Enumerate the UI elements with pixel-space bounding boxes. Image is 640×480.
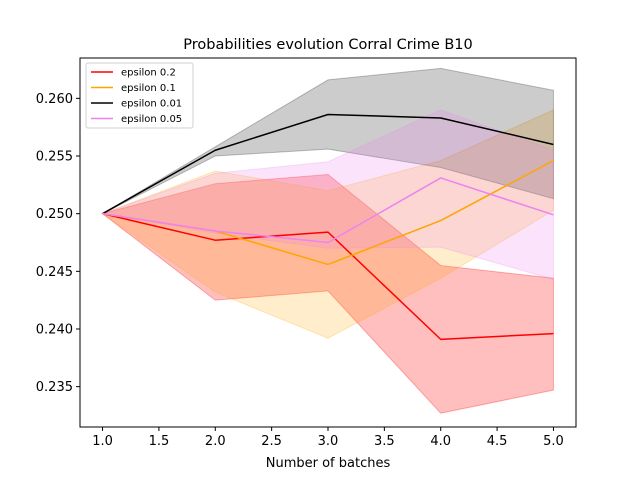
line-series-4 [102,177,554,244]
y-tick-label: 0.245 [36,265,73,280]
y-tick-label: 0.260 [36,92,73,107]
chart-title: Probabilities evolution Corral Crime B10 [183,37,473,53]
x-tick-label: 5.0 [543,434,564,449]
y-tick-label: 0.255 [36,150,73,165]
x-tick-label: 4.0 [430,434,451,449]
legend-label-4: epsilon 0.05 [121,114,182,125]
legend-box [85,62,194,129]
x-tick-label: 2.0 [205,434,226,449]
series-lines [102,113,554,341]
x-tick-label: 1.5 [149,434,170,449]
confidence-bands [100,67,554,414]
x-tick-label: 3.5 [374,434,395,449]
x-tick-label: 3.0 [318,434,339,449]
legend-label-1: epsilon 0.2 [121,68,176,79]
line-series-1 [102,212,554,341]
y-tick-label: 0.235 [36,380,73,395]
band-series-3 [102,67,554,215]
legend: epsilon 0.2 epsilon 0.1 epsilon 0.01 epsilo… [85,62,194,129]
x-tick-label: 1.0 [92,434,113,449]
y-tick-label: 0.240 [36,322,73,337]
legend-label-3: epsilon 0.01 [121,99,182,110]
y-tick-label: 0.250 [36,207,73,222]
y-axis-ticks: 0.235 0.240 0.245 0.250 0.255 0.260 [36,92,80,395]
band-series-2 [101,109,554,339]
x-axis-ticks: 1.0 1.5 2.0 2.5 3.0 3.5 4.0 4.5 5.0 [92,427,564,449]
x-tick-label: 2.5 [261,434,282,449]
x-axis-label: Number of batches [266,456,391,471]
x-tick-label: 4.5 [487,434,508,449]
legend-label-2: epsilon 0.1 [121,83,176,94]
line-series-3 [102,113,554,215]
